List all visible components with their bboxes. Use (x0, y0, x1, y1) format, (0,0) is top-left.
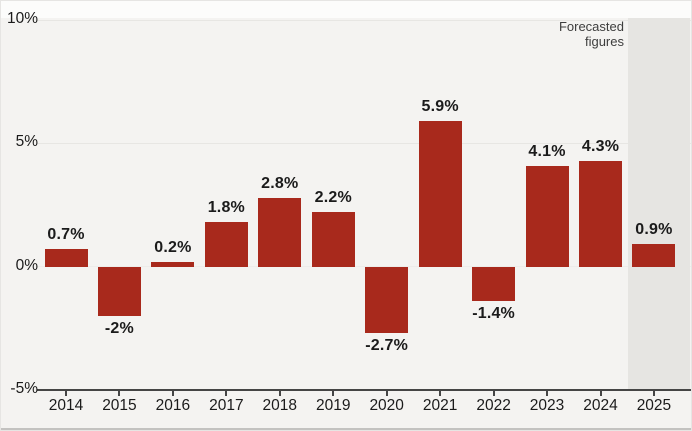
x-tick-2015 (118, 391, 121, 396)
gridline-0pct (37, 266, 691, 268)
x-tick-label-2018: 2018 (262, 397, 298, 414)
bar-2024 (579, 160, 622, 267)
x-tick-2024 (599, 391, 602, 396)
forecast-annotation-line1: Forecasted (558, 19, 624, 34)
bar-2017 (204, 222, 248, 267)
bar-2020 (365, 266, 409, 334)
bar-value-label-2020: -2.7% (365, 337, 409, 355)
bar-2019 (311, 212, 355, 267)
bar-value-label-2019: 2.2% (314, 189, 352, 207)
bar-2022 (472, 266, 516, 302)
bar-value-label-2018: 2.8% (261, 174, 299, 192)
x-axis-line (37, 389, 691, 391)
x-tick-label-2014: 2014 (48, 397, 84, 414)
x-tick-2020 (385, 391, 388, 396)
bar-2021 (418, 121, 462, 267)
gridline-5pct (37, 142, 691, 144)
x-tick-label-2024: 2024 (583, 397, 618, 414)
y-tick-label-10%: 10% (6, 10, 38, 27)
x-tick-2021 (439, 391, 442, 396)
x-tick-2017 (225, 391, 228, 396)
bar-value-label-2021: 5.9% (421, 98, 459, 116)
y-tick-label-0%: 0% (15, 256, 38, 274)
bar-value-label-2014: 0.7% (47, 226, 85, 244)
bar-2016 (151, 261, 195, 267)
forecast-annotation: Forecasted figures (559, 19, 624, 49)
x-tick-label-2016: 2016 (155, 397, 191, 414)
x-tick-label-2023: 2023 (529, 397, 565, 414)
x-tick-2019 (332, 391, 335, 396)
bottom-border (1, 428, 691, 430)
y-tick-label-5%: 5% (15, 133, 38, 151)
x-tick-2016 (171, 391, 174, 396)
bar-2018 (258, 197, 302, 267)
y-tick-label--5%: -5% (10, 380, 38, 397)
forecast-band (628, 18, 690, 390)
forecast-annotation-line2: figures (584, 34, 624, 49)
bar-2014 (44, 249, 88, 267)
bar-value-label-2023: 4.1% (528, 142, 566, 160)
x-tick-label-2025: 2025 (636, 397, 672, 414)
x-tick-label-2019: 2019 (316, 397, 351, 414)
bar-value-label-2015: -2% (104, 320, 134, 337)
bar-value-label-2016: 0.2% (154, 238, 192, 256)
bar-2015 (97, 266, 141, 316)
x-tick-label-2015: 2015 (102, 397, 137, 414)
x-tick-label-2022: 2022 (476, 397, 511, 414)
x-tick-2018 (278, 391, 281, 396)
x-tick-2014 (65, 391, 67, 396)
gridline-10pct (37, 19, 691, 21)
x-tick-label-2020: 2020 (369, 397, 404, 414)
x-tick-2025 (652, 391, 655, 396)
x-tick-label-2021: 2021 (422, 397, 458, 414)
bar-value-label-2024: 4.3% (581, 137, 620, 155)
x-tick-2022 (492, 391, 495, 396)
bar-value-label-2025: 0.9% (635, 221, 673, 239)
bar-value-label-2017: 1.8% (207, 199, 245, 217)
bar-2025 (632, 244, 676, 267)
bar-value-label-2022: -1.4% (472, 305, 515, 323)
chart-top-margin (1, 1, 691, 18)
bar-2023 (525, 165, 569, 267)
x-tick-2023 (546, 391, 549, 396)
x-tick-label-2017: 2017 (209, 397, 244, 414)
